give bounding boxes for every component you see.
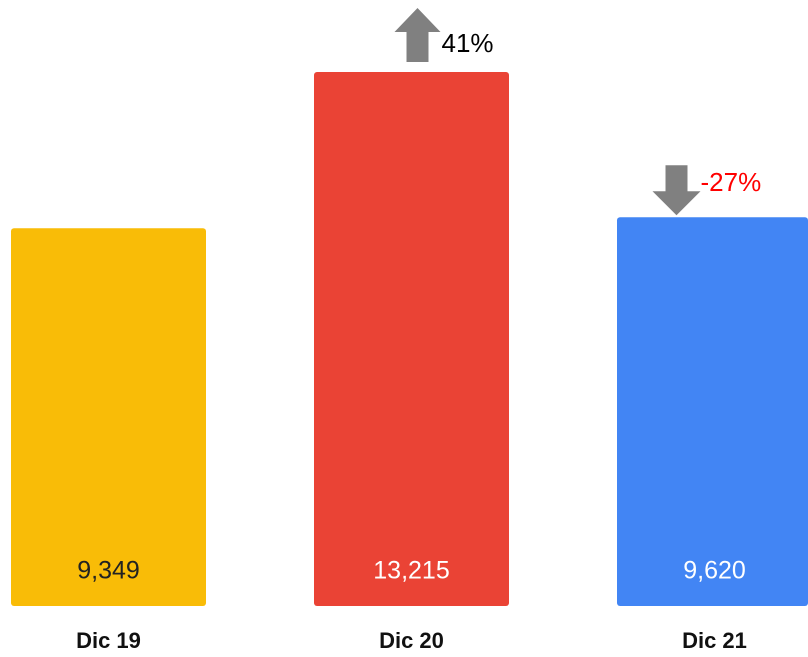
x-tick-label: Dic 20 bbox=[379, 628, 444, 653]
bar bbox=[617, 217, 808, 606]
x-tick-label: Dic 19 bbox=[76, 628, 141, 653]
bar bbox=[11, 228, 206, 606]
value-label: 9,349 bbox=[77, 557, 140, 585]
x-tick-label: Dic 21 bbox=[682, 628, 747, 653]
value-label: 9,620 bbox=[683, 557, 746, 585]
change-arrow bbox=[394, 8, 441, 62]
change-label: 41% bbox=[442, 28, 494, 58]
value-label: 13,215 bbox=[373, 557, 449, 585]
change-arrow bbox=[652, 165, 701, 216]
bar bbox=[314, 72, 509, 606]
change-label: -27% bbox=[701, 167, 762, 197]
